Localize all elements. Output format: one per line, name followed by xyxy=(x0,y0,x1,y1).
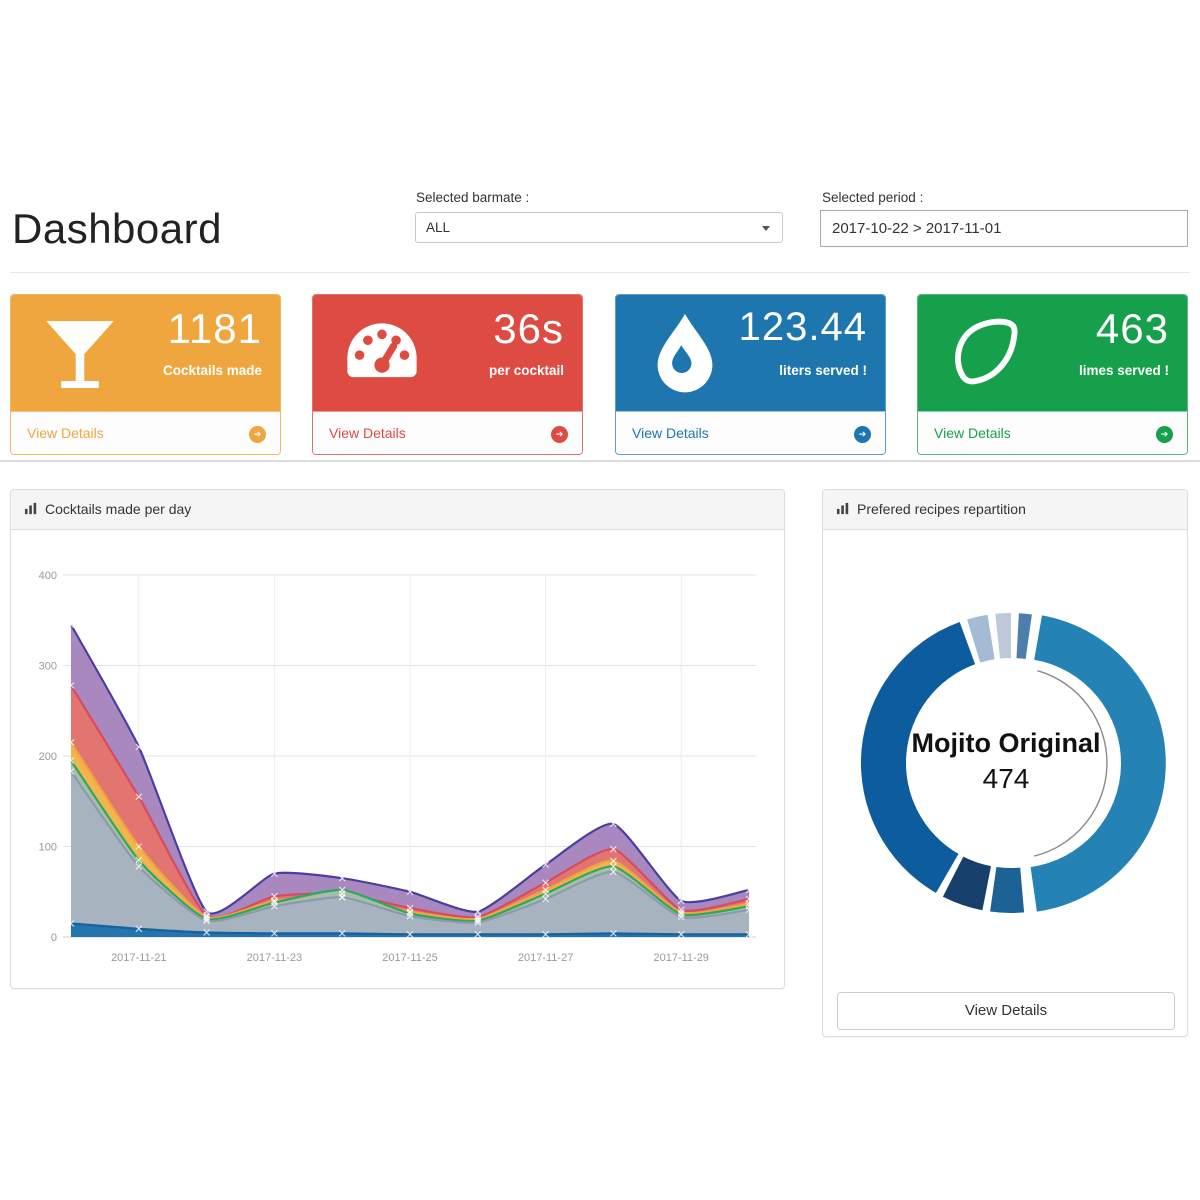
view-details-link[interactable]: View Details xyxy=(27,425,104,441)
arrow-circle-icon[interactable]: ➔ xyxy=(249,426,266,443)
panel-heading: Cocktails made per day xyxy=(11,490,784,530)
stat-card-limes-served: 463 limes served ! View Details ➔ xyxy=(917,294,1188,455)
stat-card-cocktails-made: 1181 Cocktails made View Details ➔ xyxy=(10,294,281,455)
svg-text:2017-11-27: 2017-11-27 xyxy=(518,952,573,964)
panel-title: Cocktails made per day xyxy=(45,501,192,517)
stat-value: 36s xyxy=(493,305,564,352)
page-title: Dashboard xyxy=(12,205,222,252)
svg-text:200: 200 xyxy=(39,751,57,763)
panel-recipes-repartition: Prefered recipes repartition Mojito Orig… xyxy=(822,489,1188,1037)
stat-value: 123.44 xyxy=(738,305,867,349)
view-details-link[interactable]: View Details xyxy=(934,425,1011,441)
svg-text:400: 400 xyxy=(39,570,57,582)
bar-chart-icon xyxy=(24,502,37,515)
panel-cocktails-per-day: Cocktails made per day 0 100 200 300 400 2017… xyxy=(10,489,785,989)
stat-card-time-per-cocktail: 36s per cocktail View Details ➔ xyxy=(312,294,583,455)
svg-text:0: 0 xyxy=(51,932,57,944)
view-details-button[interactable]: View Details xyxy=(837,992,1175,1030)
header-divider xyxy=(10,272,1190,273)
barmate-label: Selected barmate : xyxy=(416,190,530,205)
view-details-link[interactable]: View Details xyxy=(329,425,406,441)
stat-card-liters-served: 123.44 liters served ! View Details ➔ xyxy=(615,294,886,455)
water-drop-icon xyxy=(657,313,713,393)
period-label: Selected period : xyxy=(822,190,924,205)
panel-title: Prefered recipes repartition xyxy=(857,501,1026,517)
stat-label: per cocktail xyxy=(488,363,564,378)
svg-text:2017-11-21: 2017-11-21 xyxy=(111,952,166,964)
bar-chart-icon xyxy=(836,502,849,515)
svg-text:300: 300 xyxy=(39,661,57,673)
period-input[interactable] xyxy=(820,210,1188,247)
view-details-link[interactable]: View Details xyxy=(632,425,709,441)
cocktails-area-chart[interactable]: 0 100 200 300 400 2017-11-21 2017-11-23 2017-11… xyxy=(11,530,784,986)
barmate-select[interactable]: ALL xyxy=(415,212,783,243)
arrow-circle-icon[interactable]: ➔ xyxy=(1156,426,1173,443)
donut-center-text: Mojito Original 474 xyxy=(831,728,1181,795)
barmate-select-value: ALL xyxy=(426,220,451,235)
stat-label: liters served ! xyxy=(779,363,867,378)
stat-label: Cocktails made xyxy=(162,363,262,378)
svg-text:100: 100 xyxy=(39,842,57,854)
speedometer-icon xyxy=(347,323,417,378)
arrow-circle-icon[interactable]: ➔ xyxy=(854,426,871,443)
recipes-donut-chart[interactable] xyxy=(823,530,1187,960)
donut-center-value: 474 xyxy=(982,763,1030,794)
donut-center-label: Mojito Original xyxy=(911,728,1101,758)
stat-label: limes served ! xyxy=(1078,363,1169,378)
chevron-down-icon xyxy=(762,226,770,231)
stat-value: 463 xyxy=(1095,305,1169,352)
svg-text:2017-11-25: 2017-11-25 xyxy=(382,952,437,964)
stat-value: 1181 xyxy=(167,305,262,352)
svg-text:2017-11-23: 2017-11-23 xyxy=(247,952,302,964)
panel-heading: Prefered recipes repartition xyxy=(823,490,1187,530)
martini-glass-icon xyxy=(46,321,114,389)
arrow-circle-icon[interactable]: ➔ xyxy=(551,426,568,443)
lime-icon xyxy=(955,318,1018,385)
svg-text:2017-11-29: 2017-11-29 xyxy=(653,952,708,964)
section-divider xyxy=(0,460,1200,462)
